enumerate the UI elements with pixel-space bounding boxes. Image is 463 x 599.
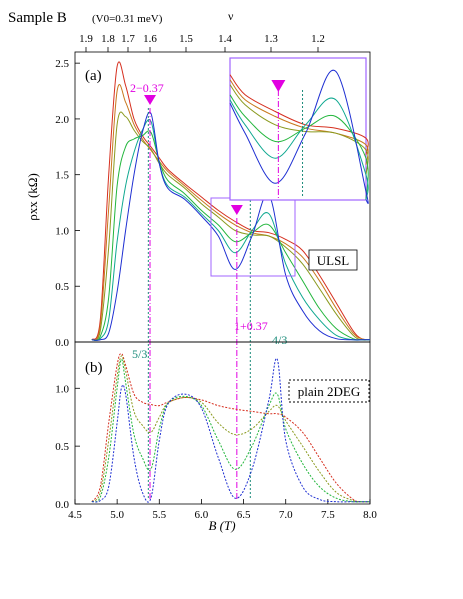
top-tick-label: 1.6 — [143, 33, 157, 45]
top-tick-label: 1.3 — [264, 33, 278, 45]
annot-four-thirds: 4/3 — [272, 333, 287, 347]
panel-a-tag: (a) — [85, 68, 102, 84]
panel-b-axes: 0.0 0.5 1.0 4.5 5.0 5.5 6.0 6.5 7.0 7.5 8.0 — [55, 383, 377, 521]
panel-a-curves — [91, 61, 371, 342]
marker-triangle — [230, 205, 243, 215]
top-tick-label: 1.9 — [79, 33, 93, 45]
x-tick-label: 7.0 — [279, 509, 293, 521]
x-tick-label: 8.0 — [363, 509, 377, 521]
condition-label: (V0=0.31 meV) — [92, 13, 163, 25]
plain-2deg-box — [288, 379, 370, 403]
panel-a-series-0 — [91, 61, 371, 341]
plain-2deg-label: plain 2DEG — [298, 384, 360, 399]
top-tick-label: 1.7 — [121, 33, 135, 45]
annot-2-minus: 2−0.37 — [130, 81, 164, 95]
y-tick-label: 1.0 — [55, 225, 69, 237]
panel-b: 0.0 0.5 1.0 4.5 5.0 5.5 6.0 6.5 7.0 7.5 8.0 (b) pl… — [55, 341, 377, 533]
sample-label: Sample B — [8, 10, 67, 26]
panel-a-series-2 — [91, 111, 371, 342]
y-tick-label: 1.0 — [55, 383, 69, 395]
y-tick-label: 2.0 — [55, 114, 69, 126]
top-tick-label: 1.2 — [311, 33, 325, 45]
x-tick-label: 6.0 — [195, 509, 209, 521]
panel-b-series-2 — [91, 358, 370, 503]
panel-a-series-4 — [91, 118, 370, 341]
ulsl-box — [308, 249, 358, 271]
x-tick-label: 6.5 — [237, 509, 251, 521]
panel-b-series-1 — [91, 355, 371, 503]
inset-series-3 — [229, 94, 369, 201]
inset-curves — [229, 69, 369, 204]
marker-triangle — [144, 95, 157, 105]
panel-b-curves — [91, 353, 371, 503]
ulsl-label: ULSL — [317, 253, 350, 268]
y-tick-label: 2.5 — [55, 58, 69, 70]
panel-a-series-1 — [91, 84, 371, 341]
x-axis-label: B (T) — [208, 518, 235, 533]
annot-1-plus: 1+0.37 — [234, 319, 268, 333]
x-tick-label: 4.5 — [68, 509, 82, 521]
top-tick-label: 1.5 — [179, 33, 193, 45]
inset-frame — [229, 57, 367, 201]
panel-b-series-0 — [91, 353, 371, 503]
inset-series-2 — [229, 84, 369, 175]
panel-b-tag: (b) — [85, 360, 103, 376]
y-tick-label: 0.0 — [55, 499, 69, 511]
inset-series-4 — [229, 97, 369, 201]
x-tick-label: 7.5 — [321, 509, 335, 521]
panel-a: 0.0 0.5 1.0 1.5 2.0 2.5 (a) 2−0.37 1+0.37 5/3… — [25, 51, 371, 500]
top-axis: 1.9 1.8 1.7 1.6 1.5 1.4 1.3 1.2 — [79, 33, 325, 52]
x-tick-label: 5.5 — [152, 509, 166, 521]
panel-a-series-3 — [91, 130, 371, 342]
inset-marker-triangle — [271, 80, 286, 92]
top-tick-label: 1.8 — [101, 33, 115, 45]
zoom-box — [210, 197, 296, 277]
panel-b-frame — [74, 341, 371, 505]
panel-a-y-axis: 0.0 0.5 1.0 1.5 2.0 2.5 — [55, 58, 80, 349]
y-tick-label: 0.5 — [55, 281, 69, 293]
annot-five-thirds: 5/3 — [132, 347, 147, 361]
x-tick-label: 5.0 — [110, 509, 124, 521]
y-tick-label: 0.0 — [55, 337, 69, 349]
panel-a-ylabel: ρxx (kΩ) — [25, 173, 40, 221]
panel-b-series-3 — [91, 357, 370, 503]
top-axis-label: ν — [228, 9, 234, 23]
y-tick-label: 1.5 — [55, 170, 69, 182]
top-tick-label: 1.4 — [218, 33, 232, 45]
inset-series-5 — [229, 69, 369, 204]
y-tick-label: 0.5 — [55, 441, 69, 453]
panel-a-series-5 — [91, 111, 370, 341]
